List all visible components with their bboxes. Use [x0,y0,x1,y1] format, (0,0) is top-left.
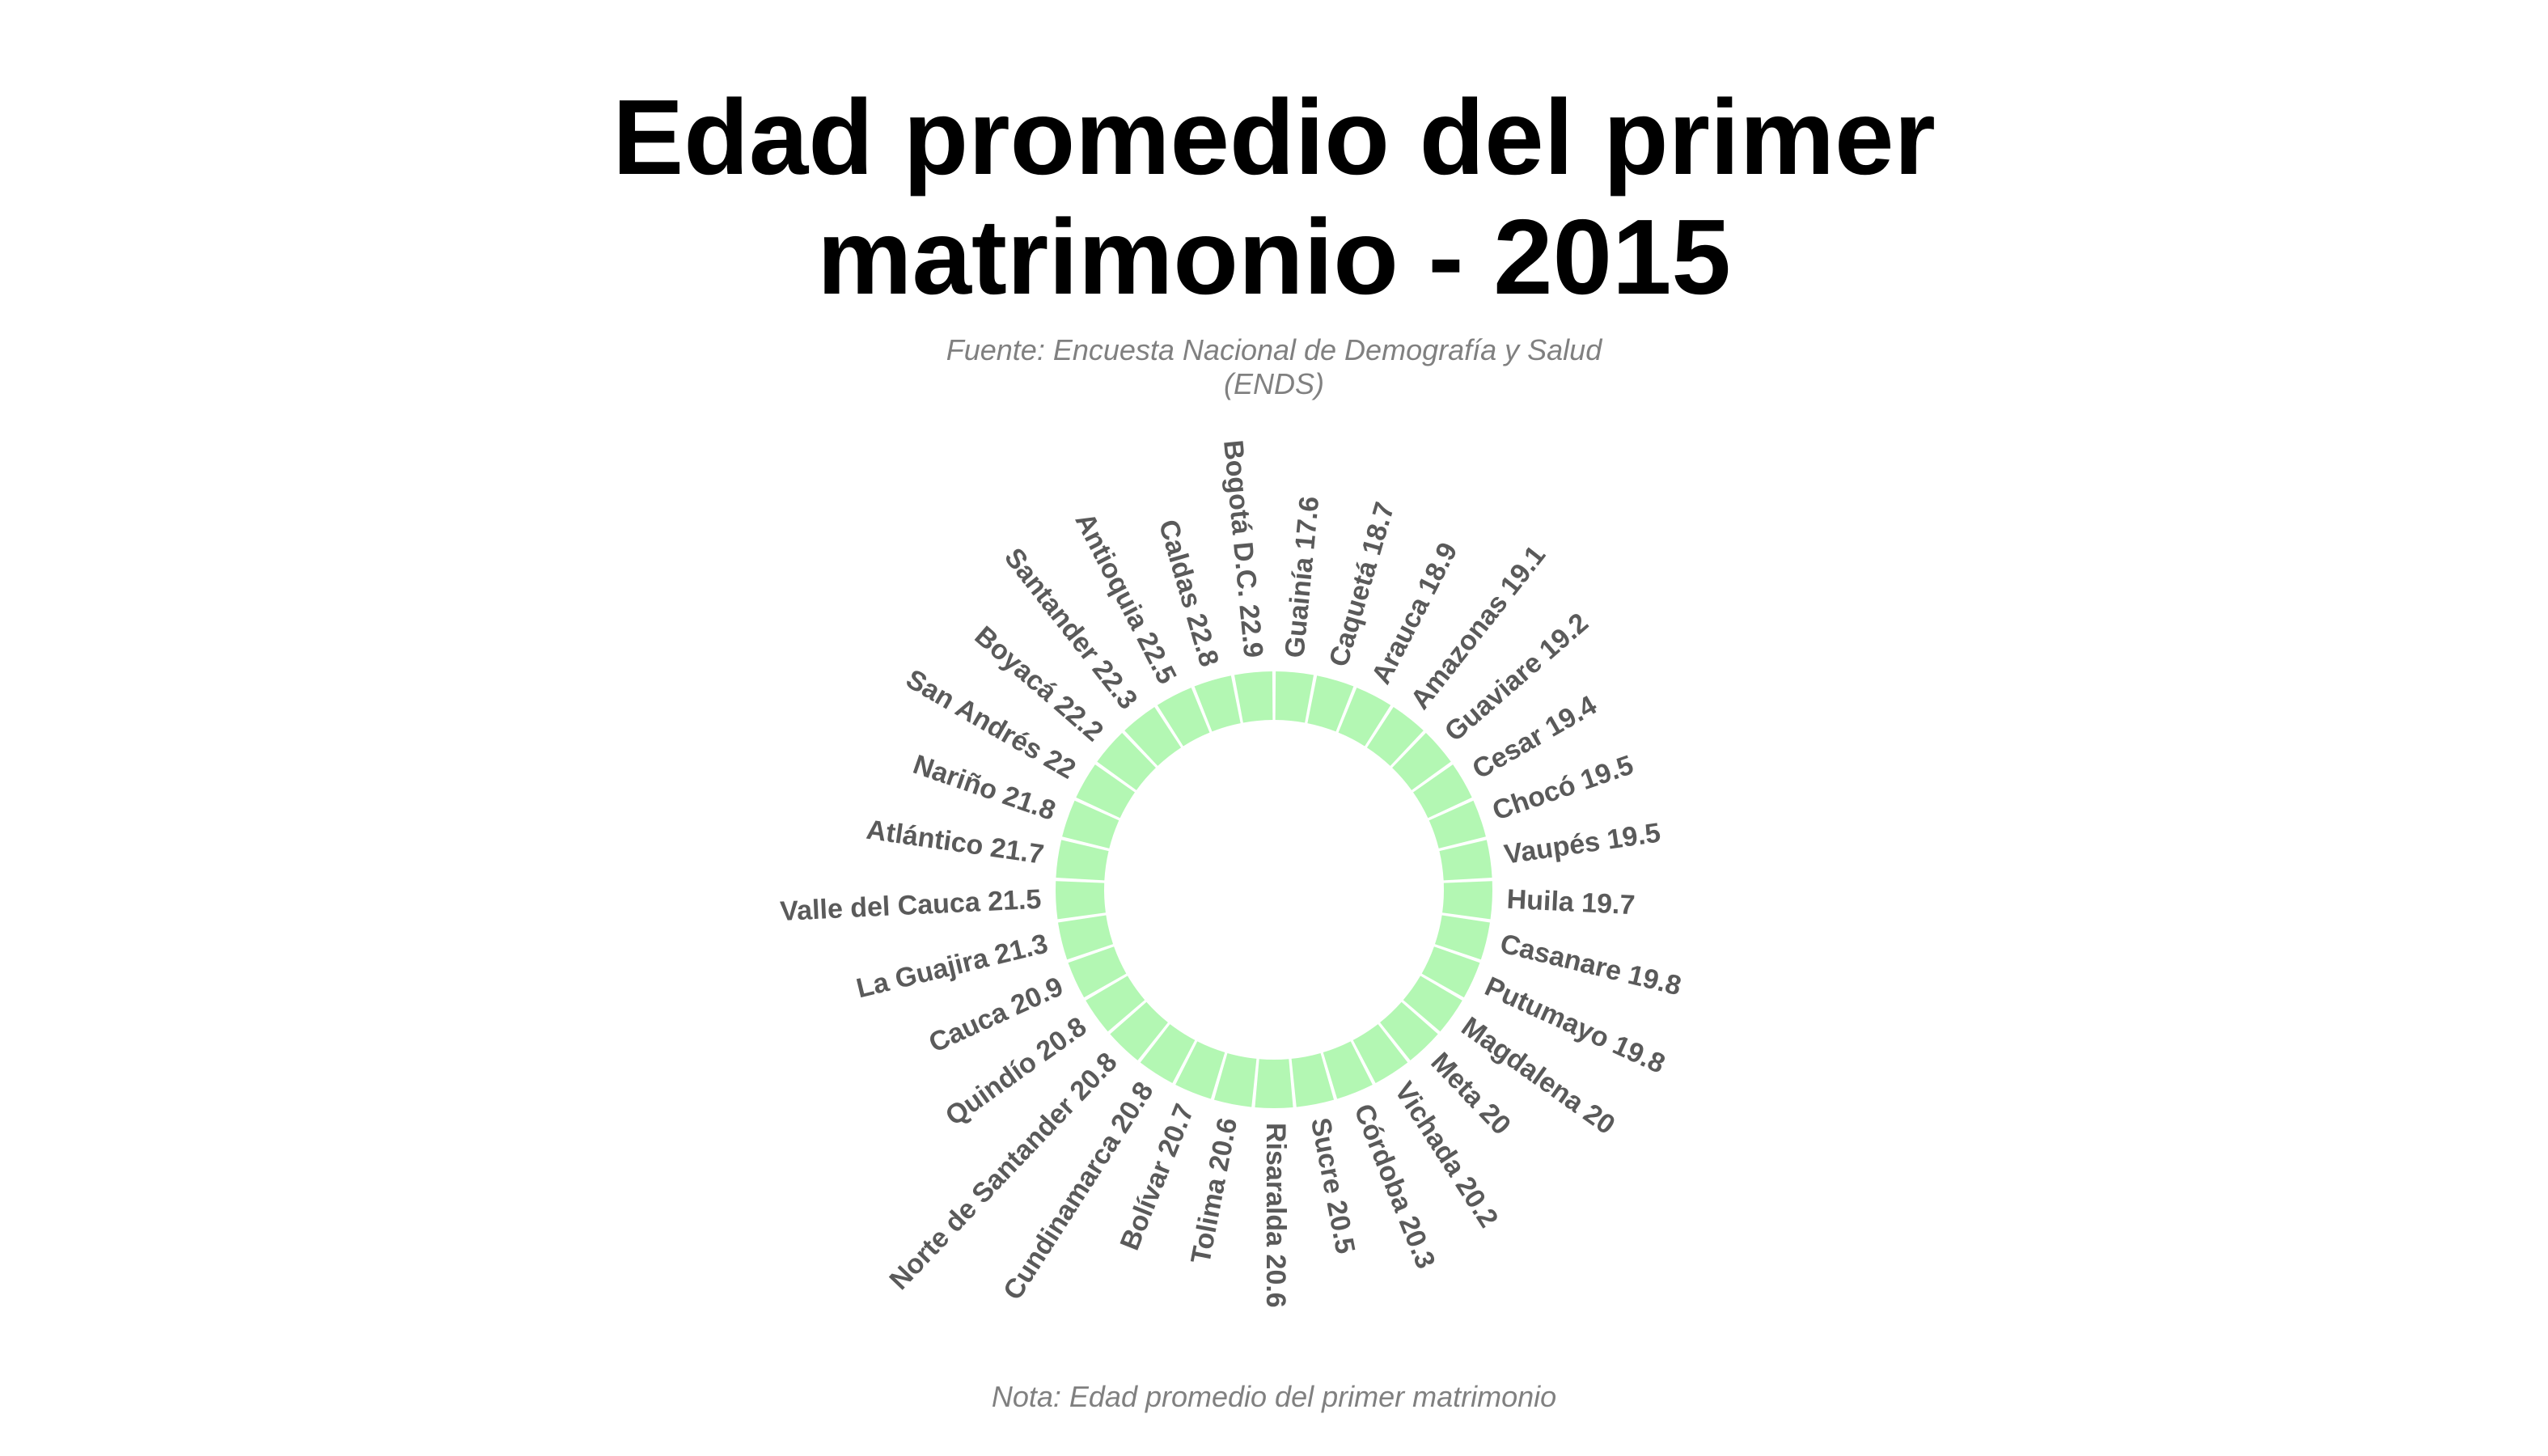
bar-atlántico [1056,840,1109,881]
bar-guaviare [1392,733,1451,790]
bar-cauca [1068,946,1127,998]
bar-vichada [1352,1024,1408,1084]
bar-label: Tolima 20.6 [1185,1115,1243,1267]
bar-bolívar [1175,1041,1225,1099]
bar-casanare [1434,915,1490,960]
bar-san-andrés [1076,764,1135,819]
chart-subtitle-line-1: Fuente: Encuesta Nacional de Demografía … [946,333,1602,366]
bar-putumayo [1421,946,1480,998]
chart-subtitle: Fuente: Encuesta Nacional de Demografía … [0,333,2548,401]
bar-label: Huila 19.7 [1506,884,1636,921]
chart-title-line-2: matrimonio - 2015 [817,197,1731,316]
bar-guainía [1275,671,1314,723]
bar-santander [1124,707,1182,766]
bar-chocó [1428,800,1486,849]
bar-boyacá [1097,733,1156,790]
bar-meta [1380,1001,1438,1060]
bar-bogotá-d-c- [1234,671,1273,723]
bars-layer [1056,671,1492,1108]
bar-quindío [1086,976,1145,1032]
bar-córdoba [1323,1041,1373,1099]
bar-label: Vaupés 19.5 [1502,818,1662,870]
bar-valle-del-cauca [1056,881,1106,920]
chart-subtitle-line-2: (ENDS) [1224,367,1324,400]
bar-nariño [1062,800,1120,849]
bar-cundinamarca [1140,1024,1196,1084]
chart-title: Edad promedio del primer matrimonio - 20… [0,78,2548,317]
bar-vaupés [1439,840,1492,881]
bar-caldas [1194,675,1241,732]
bar-label: Valle del Cauca 21.5 [779,884,1042,927]
bar-label: Atlántico 21.7 [865,815,1046,870]
bar-arauca [1338,688,1391,747]
bar-la-guajira [1058,915,1114,960]
bar-antioquia [1157,688,1210,747]
bar-label: Risaralda 20.6 [1260,1123,1291,1308]
chart-title-line-1: Edad promedio del primer [612,78,1936,197]
bar-label: Sucre 20.5 [1305,1115,1361,1256]
bar-tolima [1213,1052,1257,1107]
bar-amazonas [1366,707,1424,766]
bar-label: Guainía 17.6 [1279,495,1325,659]
bar-cesar [1413,764,1472,819]
bar-magdalena [1403,976,1462,1032]
bar-norte-de-santander [1110,1001,1168,1060]
bar-huila [1442,881,1492,920]
bar-label: Bogotá D.C. 22.9 [1217,438,1269,659]
bar-risaralda [1255,1059,1293,1108]
bar-caquetá [1307,675,1354,732]
chart-caption: Nota: Edad promedio del primer matrimoni… [991,1380,1557,1413]
bar-sucre [1291,1052,1335,1107]
